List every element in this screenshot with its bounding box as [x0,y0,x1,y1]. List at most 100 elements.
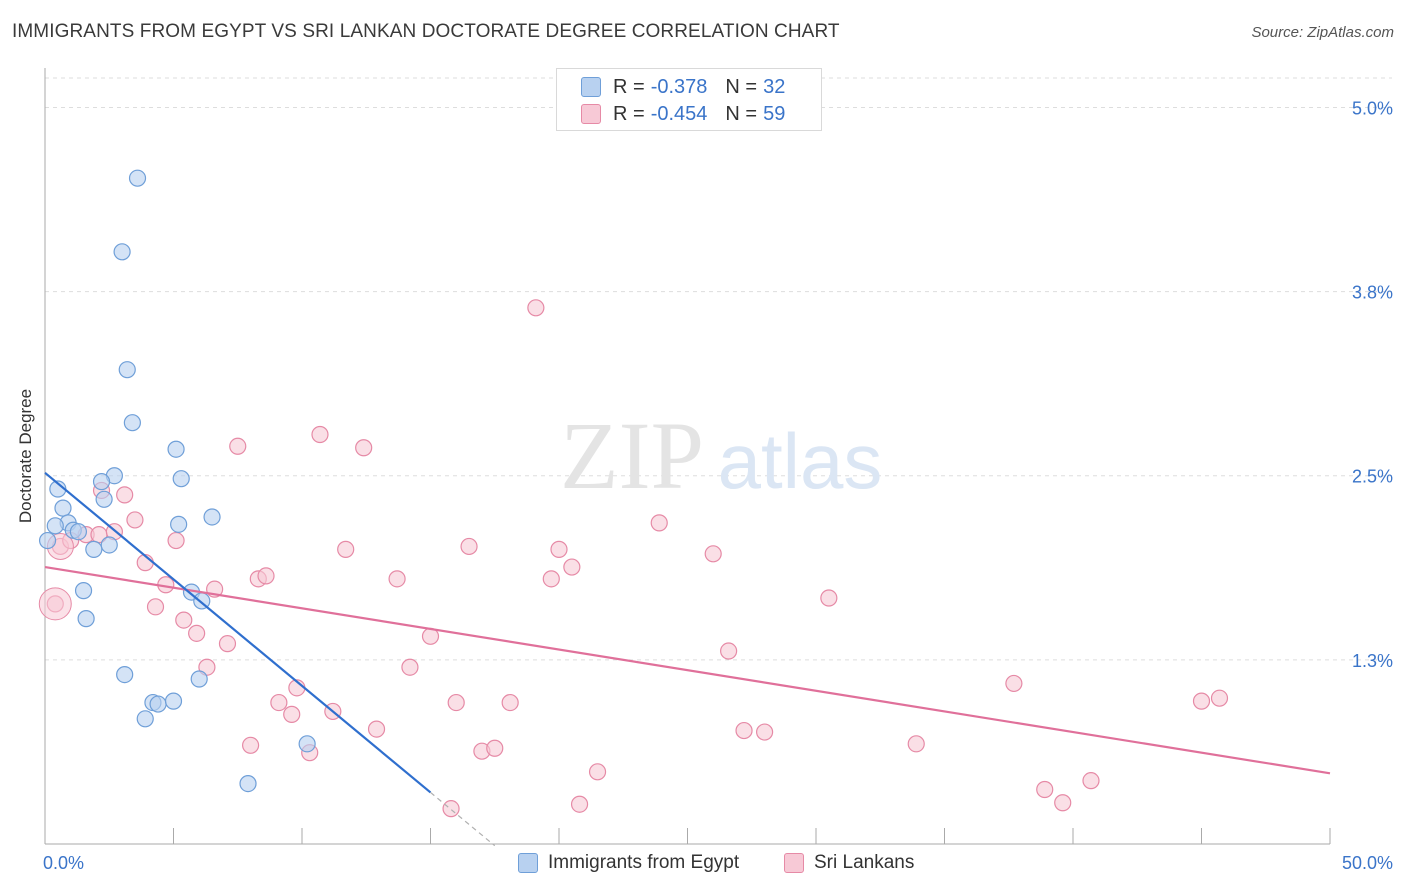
series-egypt [38,169,316,793]
data-point [337,540,355,558]
watermark: ZIP atlas [560,402,882,509]
legend-item-label: Immigrants from Egypt [548,852,740,873]
series-legend: Immigrants from Egypt Sri Lankans [0,852,1406,878]
data-point [460,537,478,556]
data-point [164,692,183,710]
data-point [283,705,301,723]
data-point [167,531,185,550]
data-point [270,693,288,712]
data-point [175,611,193,629]
data-point [907,735,925,753]
data-point [542,570,560,588]
data-point [118,361,136,379]
y-tick-label: 3.8% [1352,283,1393,303]
data-point [755,723,774,741]
data-point [92,473,111,491]
data-point [501,693,519,712]
data-point-large [38,587,72,621]
data-point [188,624,206,642]
y-tick-labels: 1.3% 2.5% 3.8% 5.0% [1352,98,1393,670]
data-point [820,589,838,607]
data-point [1036,780,1054,799]
legend-swatch-pink [784,853,804,873]
grid-lines [45,77,1392,661]
trend-line-egypt-extension [430,791,496,847]
data-point [170,515,188,533]
legend-n-label: N = [725,102,758,125]
legend-r-value: -0.378 [650,75,708,98]
data-point [486,739,504,757]
x-tick-label-max: 50.0% [1342,853,1393,873]
data-point [367,720,386,738]
source-label: Source: ZipAtlas.com [1251,24,1394,41]
x-tick-label-min: 0.0% [43,853,84,873]
legend-swatch-blue [581,77,601,97]
stats-legend: R = -0.378 N = 32 R = -0.454 N = 59 [556,68,822,131]
data-point [355,439,373,457]
legend-item-sri-lankans: Sri Lankans [784,852,914,874]
data-point [239,775,257,793]
data-point [116,486,134,504]
data-point [123,414,141,432]
series-sri-lankans [38,299,1229,818]
data-point [136,710,154,728]
legend-n-value: 32 [763,75,786,98]
y-axis-label: Doctorate Degree [16,388,35,524]
legend-r-value: -0.454 [650,102,708,125]
legend-swatch-blue [518,853,538,873]
data-point [172,470,190,488]
data-point [735,721,753,740]
data-point [550,540,568,558]
data-point [242,736,260,754]
data-point [167,440,185,458]
data-point [100,536,118,554]
data-point [401,658,419,676]
data-point [1005,674,1023,693]
data-point [298,735,316,753]
data-point [190,670,208,688]
data-point [229,437,247,455]
data-point [447,693,465,712]
data-point [54,499,72,517]
y-tick-label: 2.5% [1352,467,1393,487]
data-point [69,523,88,541]
legend-row-sri-lankans: R = -0.454 N = 59 [581,102,785,126]
legend-swatch-pink [581,104,601,124]
legend-item-egypt: Immigrants from Egypt [518,852,739,874]
legend-n-value: 59 [763,102,786,125]
data-point [126,511,144,529]
data-point [257,567,275,585]
legend-item-label: Sri Lankans [814,852,915,873]
data-point [46,517,64,535]
data-point [113,243,131,261]
trend-lines [44,471,1331,847]
data-point [203,508,221,526]
trend-line-sri-lankans [44,565,1331,775]
watermark-zip: ZIP [560,402,704,509]
data-point [128,169,147,187]
y-tick-label: 1.3% [1352,651,1393,671]
data-point [704,545,722,563]
data-point [38,531,57,550]
data-point [149,695,167,713]
data-point [1192,692,1211,710]
data-point [1082,772,1100,790]
data-point [388,570,406,588]
data-point [311,425,329,444]
data-point [720,642,738,660]
data-point [146,598,165,616]
legend-r-label: R = [613,75,645,98]
y-tick-label: 5.0% [1352,98,1393,118]
trend-line-egypt [44,471,432,794]
data-point [77,610,95,628]
data-point [1210,689,1229,707]
data-point [85,540,103,558]
data-point [74,582,93,600]
data-point [1054,794,1072,812]
data-point [527,299,545,317]
legend-r-label: R = [613,102,645,125]
axes [44,68,1331,845]
data-point [116,665,134,684]
legend-n-label: N = [725,75,758,98]
